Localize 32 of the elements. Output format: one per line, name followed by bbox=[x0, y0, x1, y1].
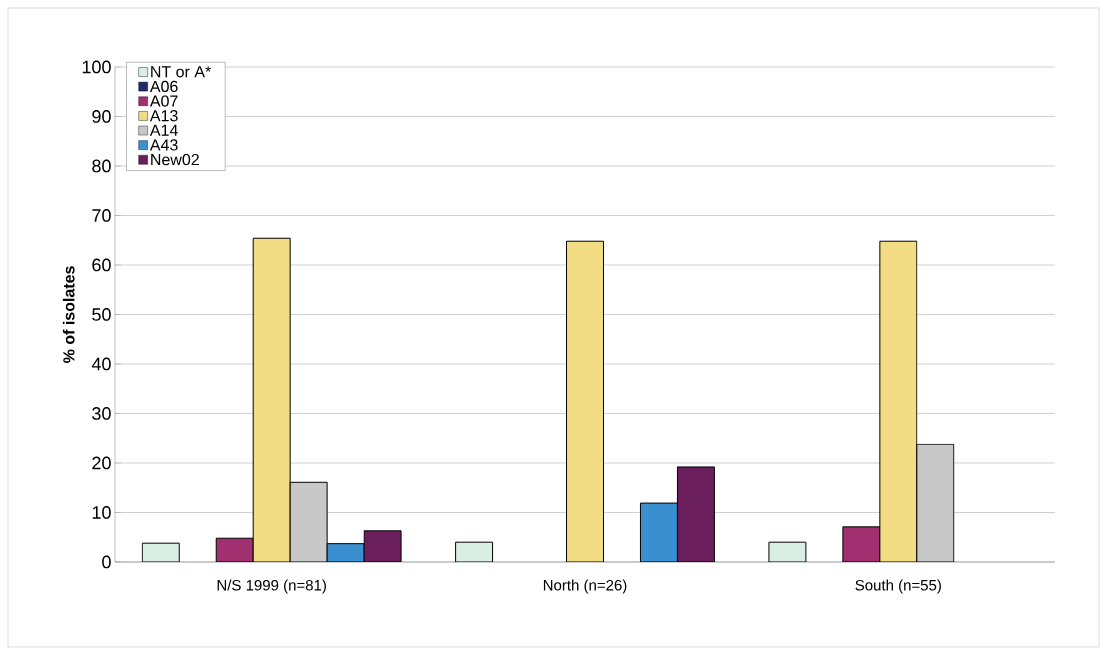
y-tick-label: 20 bbox=[92, 456, 111, 470]
legend-label: A06 bbox=[149, 80, 178, 93]
legend-label: New02 bbox=[151, 153, 199, 166]
bar bbox=[566, 240, 604, 562]
bar bbox=[289, 481, 328, 562]
y-tick-label: 0 bbox=[102, 555, 111, 569]
bar bbox=[676, 466, 715, 562]
y-tick-label: 80 bbox=[92, 159, 111, 173]
x-tick-label: N/S 1999 (n=81) bbox=[217, 579, 326, 594]
bar bbox=[639, 502, 678, 562]
bar bbox=[252, 237, 291, 562]
bar bbox=[363, 530, 402, 562]
y-tick-label: 10 bbox=[92, 506, 111, 519]
y-tick-label: 50 bbox=[92, 308, 111, 321]
x-tick-label: North (n=26) bbox=[543, 579, 627, 594]
y-tick-label: 40 bbox=[91, 357, 111, 371]
bar bbox=[879, 240, 918, 562]
legend-label: A07 bbox=[149, 95, 178, 107]
bar bbox=[215, 537, 254, 562]
y-tick-label: 60 bbox=[92, 258, 111, 272]
bar bbox=[842, 526, 881, 562]
x-tick-label: South (n=55) bbox=[855, 579, 941, 594]
y-tick-label: 30 bbox=[92, 407, 111, 420]
legend-label: A13 bbox=[149, 110, 178, 122]
legend-label: NT or A* bbox=[151, 66, 211, 78]
legend-label: A14 bbox=[149, 124, 178, 136]
legend-label: A43 bbox=[149, 139, 178, 151]
y-tick-label: 70 bbox=[92, 209, 111, 222]
y-tick-label: 100 bbox=[82, 60, 111, 74]
y-tick-label: 90 bbox=[92, 110, 111, 123]
y-axis-title: % of isolates bbox=[62, 266, 75, 363]
bar bbox=[916, 443, 955, 562]
